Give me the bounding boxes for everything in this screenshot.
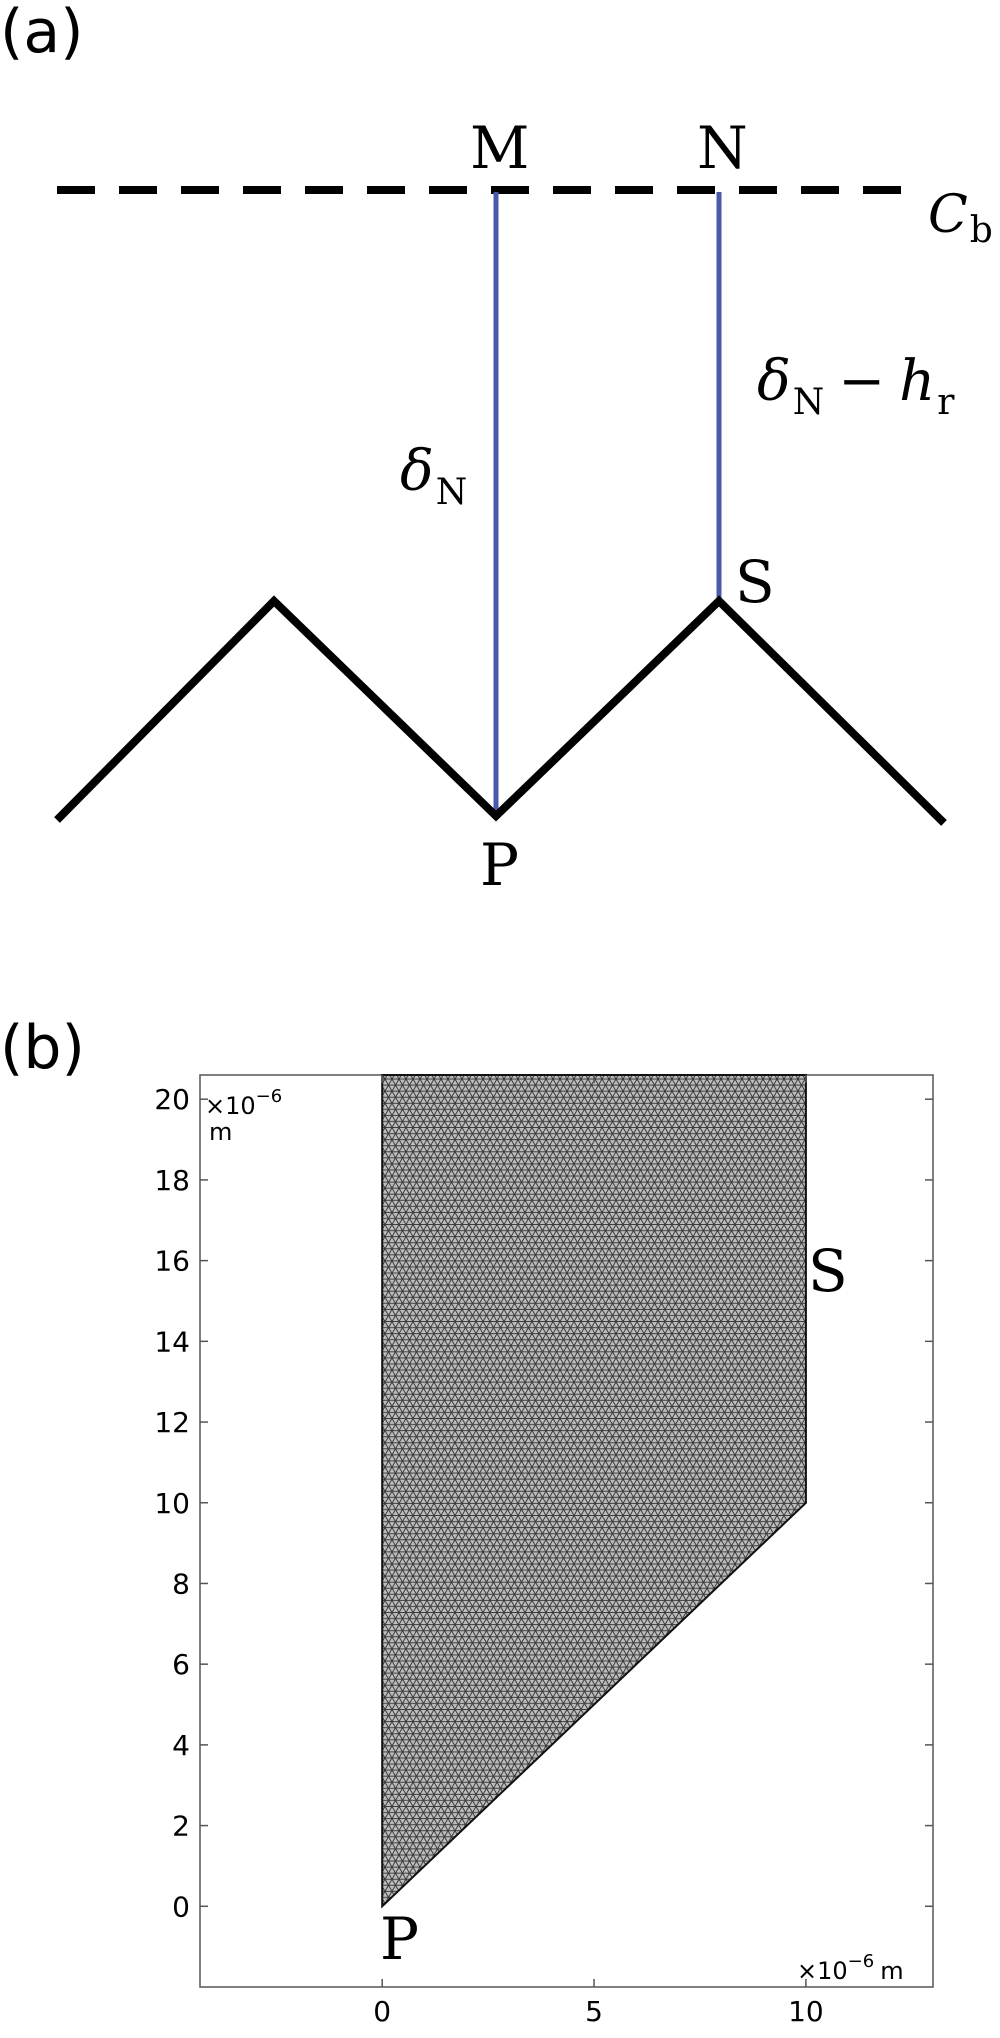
y-tick-label: 4 (172, 1729, 190, 1762)
y-tick-label: 6 (172, 1648, 190, 1681)
y-unit-label: ×10−6 (205, 1086, 282, 1120)
point-p-label: P (480, 831, 519, 899)
y-tick-label: 16 (154, 1245, 190, 1278)
x-axis-ticks: 0 5 10 (373, 1075, 824, 2028)
y-tick-label: 0 (172, 1890, 190, 1923)
y-tick-label: 14 (154, 1325, 190, 1358)
y-tick-label: 20 (154, 1083, 190, 1116)
point-n-label: N (697, 114, 748, 182)
panel-b-label: (b) (0, 1013, 85, 1083)
x-unit-label: ×10−6 m (797, 1951, 904, 1985)
y-axis-ticks: 0 2 4 6 8 10 12 14 16 18 20 (154, 1083, 933, 1923)
y-tick-label: 18 (154, 1164, 190, 1197)
x-tick-label: 5 (585, 1995, 603, 2028)
panel-b: (b) 0 2 4 6 8 10 12 14 16 18 20 0 5 10 ×10−6 m ×10−6… (0, 1013, 934, 2028)
x-tick-label: 0 (373, 1995, 391, 2028)
mesh-point-p-label: P (380, 1905, 419, 1973)
y-tick-label: 8 (172, 1567, 190, 1600)
point-s-label: S (735, 548, 775, 616)
x-tick-label: 10 (788, 1995, 824, 2028)
offset-label: δN − hr (757, 349, 955, 423)
panel-a: (a) Cb M N P S δN δN − hr (0, 0, 993, 899)
point-m-label: M (470, 114, 529, 182)
depth-label: δN (400, 439, 467, 513)
y-tick-label: 2 (172, 1810, 190, 1843)
bulk-concentration-label: Cb (928, 185, 993, 251)
y-tick-label: 12 (154, 1406, 190, 1439)
surface-profile (54, 595, 947, 826)
mesh-point-s-label: S (808, 1237, 848, 1305)
y-tick-label: 10 (154, 1487, 190, 1520)
panel-a-label: (a) (0, 0, 84, 67)
y-unit-m: m (209, 1118, 232, 1146)
